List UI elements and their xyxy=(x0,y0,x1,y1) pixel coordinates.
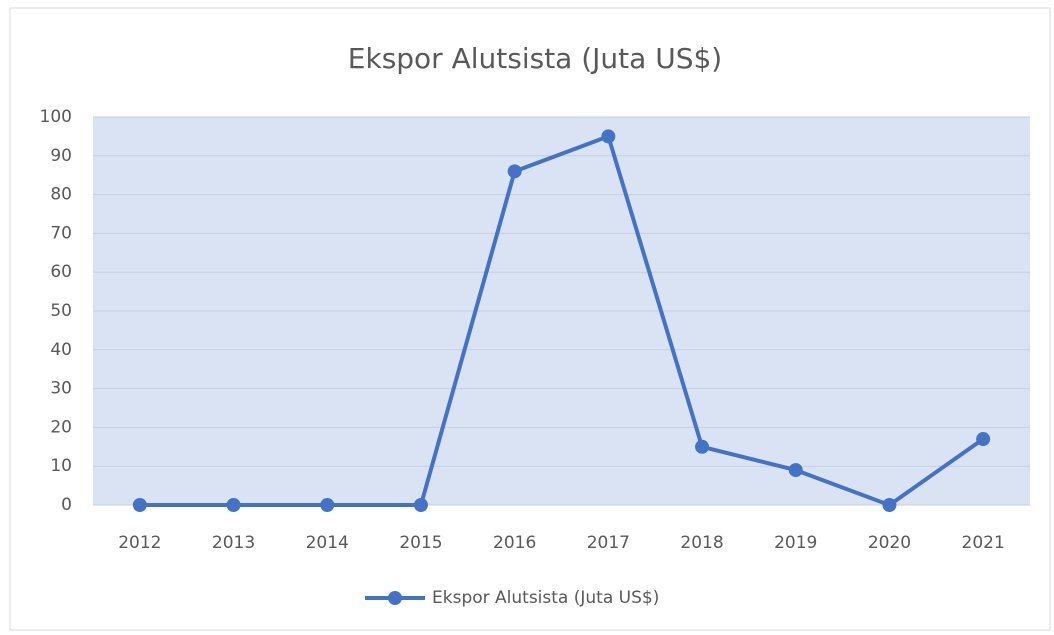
data-point xyxy=(226,498,241,512)
y-tick-label: 10 xyxy=(50,456,72,476)
y-tick-label: 20 xyxy=(50,417,72,437)
legend-marker xyxy=(388,591,402,605)
y-tick-label: 50 xyxy=(50,301,72,321)
x-tick-label: 2020 xyxy=(868,533,911,553)
y-tick-label: 80 xyxy=(50,185,72,205)
x-tick-label: 2021 xyxy=(962,533,1005,553)
y-tick-label: 30 xyxy=(50,379,72,399)
data-point xyxy=(601,129,616,144)
x-tick-label: 2013 xyxy=(212,533,255,553)
y-tick-label: 90 xyxy=(50,146,72,166)
x-tick-label: 2017 xyxy=(587,533,630,553)
x-tick-label: 2015 xyxy=(399,533,442,553)
data-point xyxy=(882,498,897,512)
y-tick-label: 70 xyxy=(50,223,72,243)
series-line xyxy=(139,134,985,507)
data-point xyxy=(976,432,991,447)
x-tick-label: 2019 xyxy=(774,533,817,553)
chart-title: Ekspor Alutsista (Juta US$) xyxy=(348,42,722,75)
data-point xyxy=(132,498,147,512)
x-tick-label: 2014 xyxy=(306,533,349,553)
x-tick-label: 2012 xyxy=(118,533,161,553)
data-point xyxy=(413,498,428,512)
data-point xyxy=(320,498,335,512)
y-tick-label: 40 xyxy=(50,340,72,360)
y-tick-label: 60 xyxy=(50,262,72,282)
data-point xyxy=(507,164,522,179)
y-tick-label: 0 xyxy=(61,495,72,515)
legend-label: Ekspor Alutsista (Juta US$) xyxy=(432,588,659,608)
y-tick-label: 100 xyxy=(40,107,72,127)
data-point xyxy=(788,463,803,478)
x-tick-label: 2016 xyxy=(493,533,536,553)
data-point xyxy=(695,439,710,454)
x-tick-label: 2018 xyxy=(680,533,723,553)
